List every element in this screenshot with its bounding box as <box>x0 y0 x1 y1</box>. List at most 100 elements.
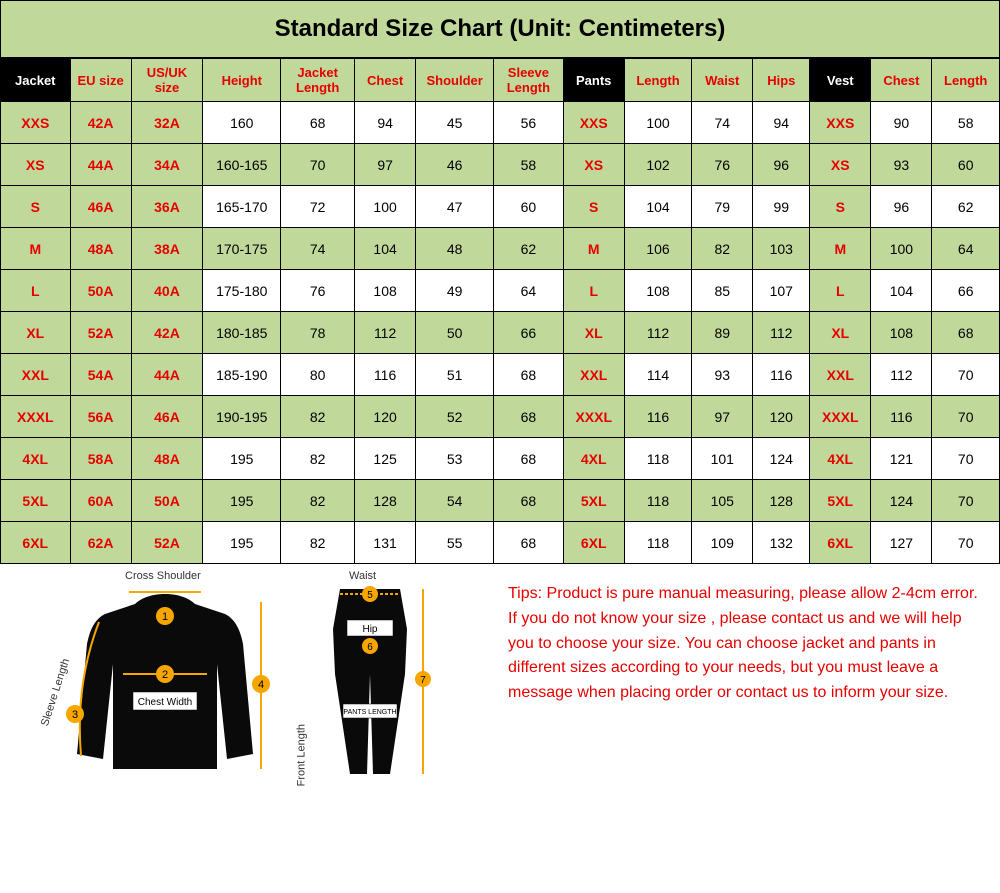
cell-vest_chest: 127 <box>871 522 932 564</box>
svg-text:4: 4 <box>258 679 264 691</box>
cell-vest_size: XXXL <box>810 396 871 438</box>
cell-waist: 85 <box>692 270 753 312</box>
cell-height: 180-185 <box>203 312 281 354</box>
table-row: 4XL58A48A1958212553684XL1181011244XL1217… <box>1 438 1000 480</box>
cross-shoulder-label: Cross Shoulder <box>125 570 201 582</box>
cell-chest: 131 <box>355 522 416 564</box>
table-row: L50A40A175-180761084964L10885107L10466 <box>1 270 1000 312</box>
cell-eu: 58A <box>70 438 131 480</box>
cell-usuk: 34A <box>131 144 203 186</box>
col-header-sleeve: Sleeve Length <box>494 59 564 102</box>
table-row: S46A36A165-170721004760S1047999S9662 <box>1 186 1000 228</box>
table-row: 5XL60A50A1958212854685XL1181051285XL1247… <box>1 480 1000 522</box>
cell-jacket_size: S <box>1 186 71 228</box>
cell-usuk: 36A <box>131 186 203 228</box>
cell-eu: 52A <box>70 312 131 354</box>
col-header-vest_len: Length <box>932 59 1000 102</box>
cell-height: 190-195 <box>203 396 281 438</box>
cell-pants_size: M <box>563 228 624 270</box>
cell-vest_len: 58 <box>932 102 1000 144</box>
cell-sleeve: 66 <box>494 312 564 354</box>
cell-usuk: 40A <box>131 270 203 312</box>
cell-hips: 107 <box>753 270 810 312</box>
cell-pants_size: 4XL <box>563 438 624 480</box>
cell-shoulder: 48 <box>416 228 494 270</box>
cell-sleeve: 68 <box>494 480 564 522</box>
cell-shoulder: 52 <box>416 396 494 438</box>
col-header-vest_size: Vest <box>810 59 871 102</box>
cell-vest_size: XXL <box>810 354 871 396</box>
cell-vest_chest: 112 <box>871 354 932 396</box>
svg-text:2: 2 <box>162 669 168 681</box>
cell-height: 195 <box>203 522 281 564</box>
svg-text:7: 7 <box>420 675 426 686</box>
cell-shoulder: 45 <box>416 102 494 144</box>
cell-usuk: 42A <box>131 312 203 354</box>
cell-vest_chest: 93 <box>871 144 932 186</box>
cell-vest_chest: 96 <box>871 186 932 228</box>
cell-eu: 62A <box>70 522 131 564</box>
cell-height: 160-165 <box>203 144 281 186</box>
cell-pants_len: 116 <box>624 396 691 438</box>
cell-vest_size: 5XL <box>810 480 871 522</box>
table-row: XXL54A44A185-190801165168XXL11493116XXL1… <box>1 354 1000 396</box>
cell-jacket_size: 5XL <box>1 480 71 522</box>
cell-vest_size: XL <box>810 312 871 354</box>
table-row: XS44A34A160-16570974658XS1027696XS9360 <box>1 144 1000 186</box>
cell-jacket_size: L <box>1 270 71 312</box>
cell-vest_size: L <box>810 270 871 312</box>
col-header-chest: Chest <box>355 59 416 102</box>
cell-sleeve: 64 <box>494 270 564 312</box>
cell-shoulder: 53 <box>416 438 494 480</box>
col-header-eu: EU size <box>70 59 131 102</box>
cell-jacket_len: 80 <box>281 354 355 396</box>
cell-jacket_len: 72 <box>281 186 355 228</box>
cell-vest_chest: 116 <box>871 396 932 438</box>
cell-sleeve: 56 <box>494 102 564 144</box>
cell-sleeve: 58 <box>494 144 564 186</box>
cell-usuk: 50A <box>131 480 203 522</box>
cell-usuk: 38A <box>131 228 203 270</box>
waist-label: Waist <box>349 570 376 582</box>
cell-height: 195 <box>203 480 281 522</box>
tips-body: Product is pure manual measuring, please… <box>508 585 978 701</box>
table-row: XXS42A32A16068944556XXS1007494XXS9058 <box>1 102 1000 144</box>
cell-sleeve: 68 <box>494 396 564 438</box>
svg-text:6: 6 <box>367 642 373 653</box>
cell-vest_size: 4XL <box>810 438 871 480</box>
svg-text:Hip: Hip <box>362 624 377 635</box>
measurement-diagram: Cross Shoulder 1 2 Chest Width 3 4 Sleev… <box>0 564 500 809</box>
cell-hips: 103 <box>753 228 810 270</box>
cell-vest_size: 6XL <box>810 522 871 564</box>
cell-jacket_size: XXL <box>1 354 71 396</box>
cell-pants_size: XXL <box>563 354 624 396</box>
cell-vest_len: 60 <box>932 144 1000 186</box>
cell-jacket_size: XL <box>1 312 71 354</box>
cell-jacket_len: 76 <box>281 270 355 312</box>
cell-pants_len: 100 <box>624 102 691 144</box>
cell-pants_size: XL <box>563 312 624 354</box>
cell-waist: 76 <box>692 144 753 186</box>
cell-jacket_len: 82 <box>281 438 355 480</box>
cell-jacket_len: 68 <box>281 102 355 144</box>
cell-pants_size: XS <box>563 144 624 186</box>
cell-chest: 112 <box>355 312 416 354</box>
pants-svg: 5 Hip 6 7 PANTS LENGTH <box>295 574 445 784</box>
cell-usuk: 44A <box>131 354 203 396</box>
cell-waist: 97 <box>692 396 753 438</box>
cell-chest: 100 <box>355 186 416 228</box>
pants-diagram: Waist 5 Hip 6 7 PANTS LENGTH <box>295 574 445 789</box>
cell-eu: 42A <box>70 102 131 144</box>
cell-pants_len: 108 <box>624 270 691 312</box>
cell-waist: 74 <box>692 102 753 144</box>
cell-vest_size: M <box>810 228 871 270</box>
cell-chest: 128 <box>355 480 416 522</box>
cell-vest_chest: 100 <box>871 228 932 270</box>
cell-hips: 112 <box>753 312 810 354</box>
cell-pants_len: 104 <box>624 186 691 228</box>
cell-shoulder: 55 <box>416 522 494 564</box>
cell-hips: 96 <box>753 144 810 186</box>
cell-usuk: 48A <box>131 438 203 480</box>
cell-waist: 89 <box>692 312 753 354</box>
cell-pants_len: 106 <box>624 228 691 270</box>
